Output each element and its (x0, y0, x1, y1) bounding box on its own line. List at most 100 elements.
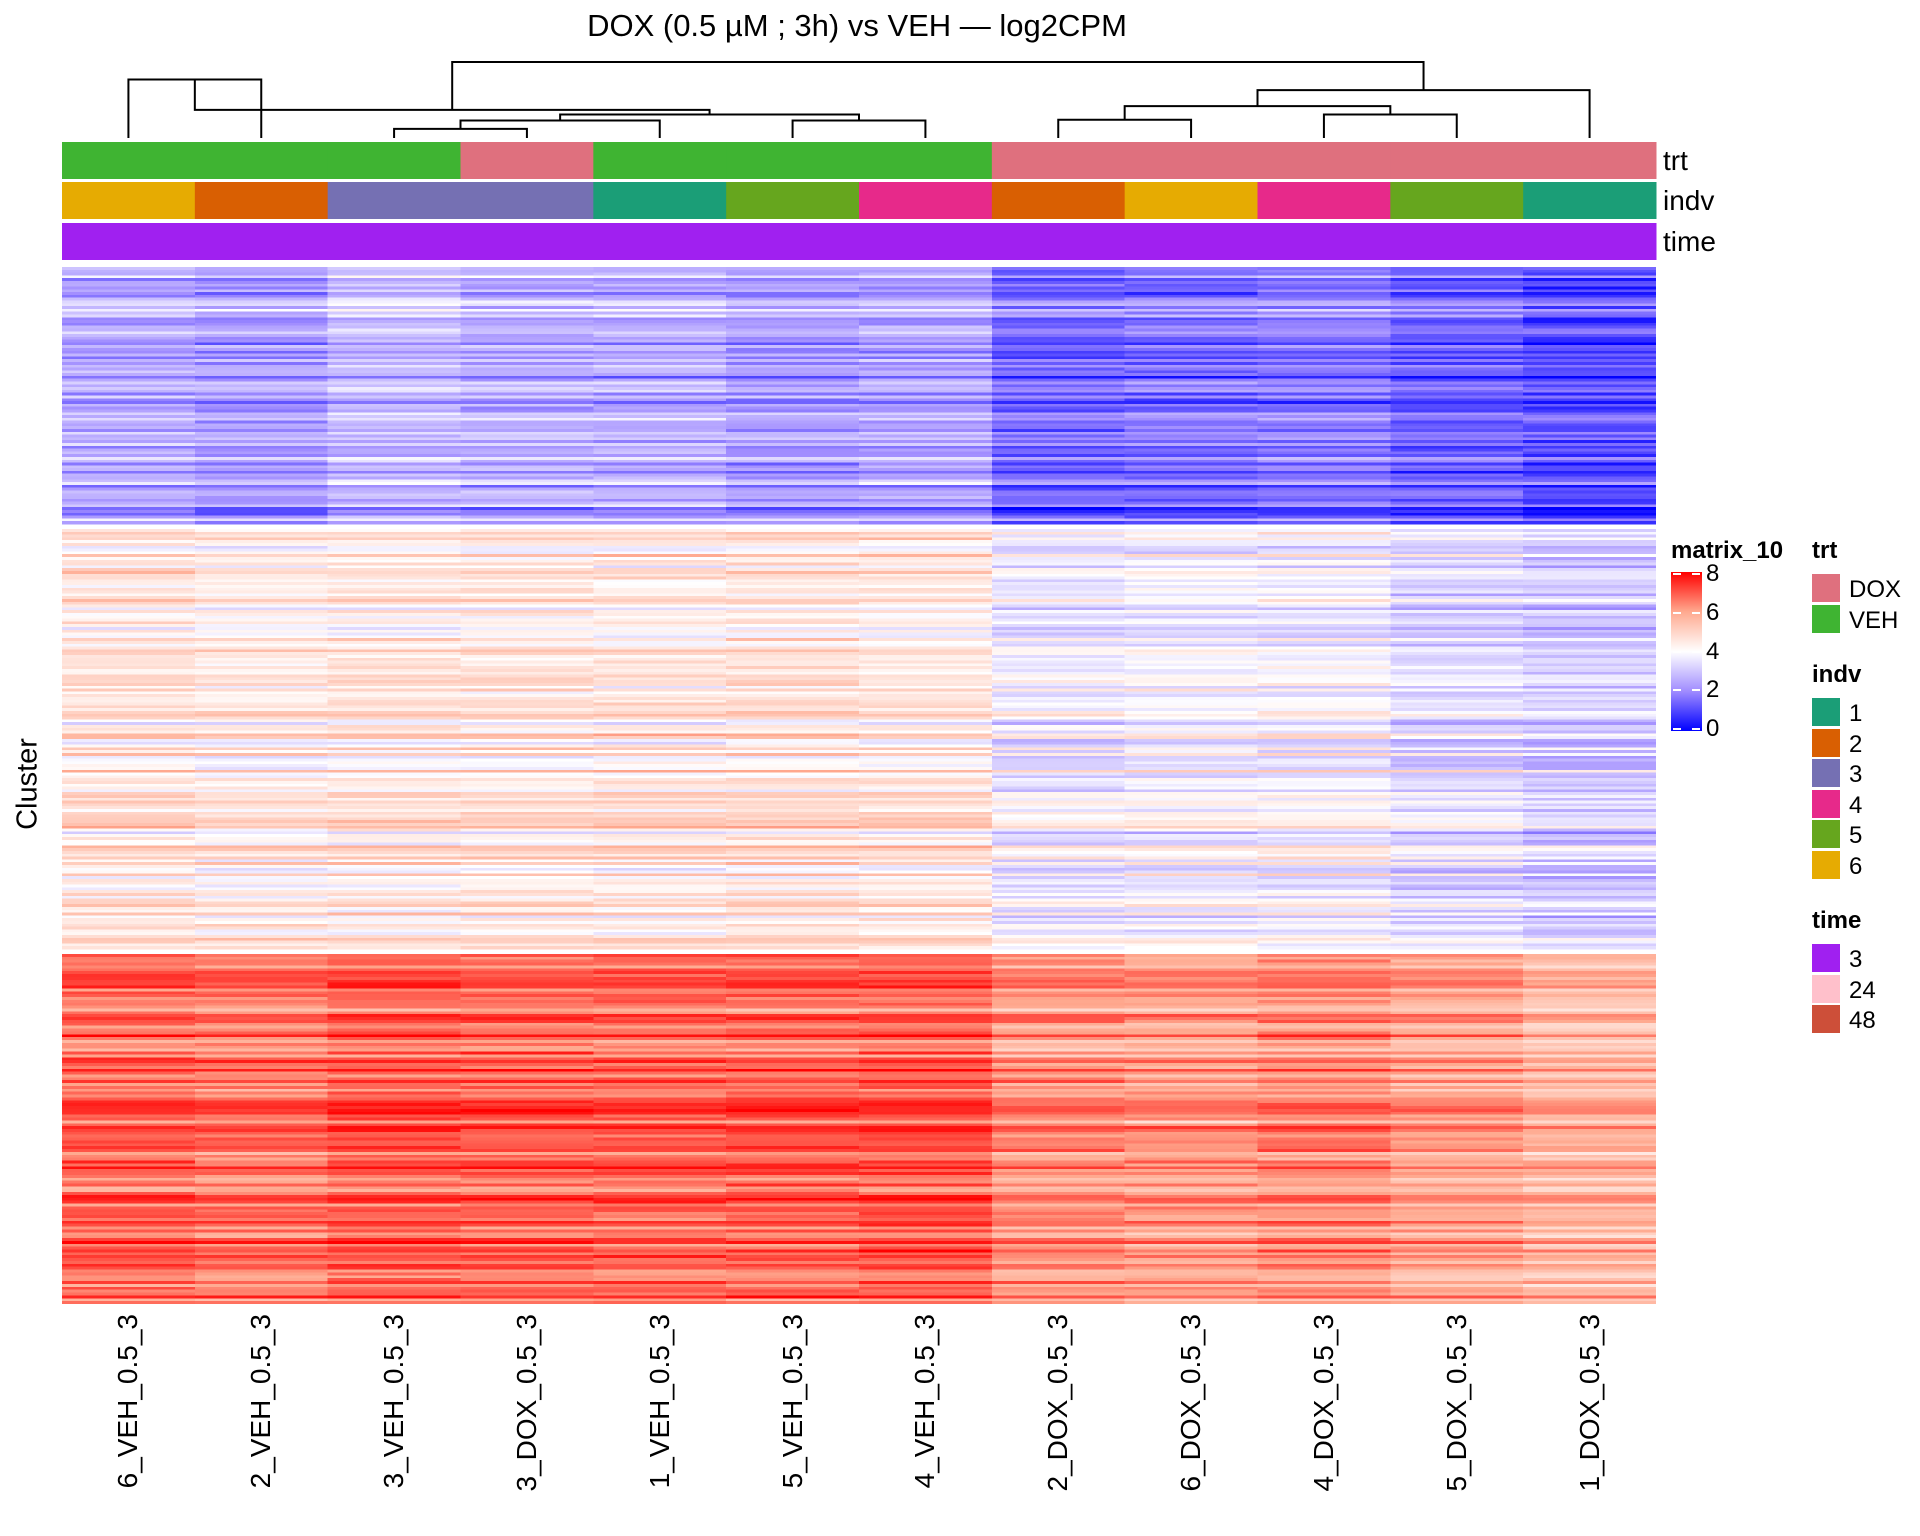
heatmap-cell (1124, 1252, 1258, 1256)
heatmap-cell (593, 1238, 727, 1242)
heatmap-cell (593, 946, 727, 950)
heatmap-cell (1124, 954, 1258, 958)
heatmap-cell (1390, 767, 1524, 771)
heatmap-cell (1124, 1243, 1258, 1248)
heatmap-cell (1124, 783, 1258, 787)
heatmap-cell (1124, 484, 1258, 489)
heatmap-cell (194, 367, 329, 371)
heatmap-cell (62, 865, 196, 869)
heatmap-cell (726, 1129, 860, 1133)
heatmap-cell (1390, 582, 1524, 586)
heatmap-cell (593, 691, 727, 695)
heatmap-cell (593, 1083, 727, 1087)
heatmap-cell (460, 1272, 594, 1276)
heatmap-cell (460, 573, 594, 577)
heatmap-cell (460, 800, 594, 804)
heatmap-cell (194, 800, 329, 804)
heatmap-cell (726, 711, 860, 715)
heatmap-cell (327, 613, 461, 617)
heatmap-cell (460, 764, 594, 768)
heatmap-cell (1523, 918, 1656, 922)
heatmap-cell (62, 389, 196, 394)
heatmap-cell (859, 342, 993, 346)
heatmap-cell (1390, 750, 1524, 754)
heatmap-cell (194, 269, 329, 273)
heatmap-cell (1257, 1002, 1391, 1007)
heatmap-cell (1124, 1160, 1258, 1164)
heatmap-cell (1124, 956, 1258, 961)
heatmap-cell (1523, 1266, 1656, 1270)
heatmap-cell (460, 666, 594, 670)
heatmap-cell (1390, 699, 1524, 703)
heatmap-cell (726, 1226, 860, 1230)
heatmap-cell (460, 834, 594, 838)
heatmap-cell (991, 367, 1126, 371)
heatmap-cell (593, 548, 727, 552)
heatmap-cell (327, 604, 461, 608)
heatmap-cell (1257, 660, 1391, 664)
heatmap-cell (460, 356, 594, 360)
heatmap-cell (859, 423, 993, 427)
heatmap-cell (1390, 842, 1524, 846)
heatmap-cell (1523, 845, 1656, 849)
heatmap-cell (1257, 487, 1391, 491)
heatmap-cell (62, 674, 196, 678)
heatmap-cell (62, 314, 196, 318)
heatmap-cell (1124, 1301, 1258, 1304)
heatmap-cell (1390, 1134, 1524, 1139)
heatmap-cell (327, 817, 461, 821)
heatmap-cell (1523, 1143, 1656, 1147)
heatmap-cell (1124, 300, 1258, 304)
heatmap-cell (991, 429, 1126, 433)
heatmap-cell (1390, 579, 1524, 583)
heatmap-cell (194, 929, 329, 933)
heatmap-cell (327, 1111, 461, 1116)
heatmap-cell (327, 803, 461, 807)
heatmap-cell (327, 811, 461, 815)
heatmap-cell (460, 1019, 594, 1024)
heatmap-cell (62, 912, 196, 916)
heatmap-cell (194, 1189, 329, 1193)
heatmap-cell (194, 409, 329, 413)
heatmap-cell (327, 1094, 461, 1098)
heatmap-cell (991, 498, 1126, 503)
heatmap-cell (1124, 557, 1258, 561)
heatmap-cell (1523, 976, 1656, 981)
heatmap-cell (859, 1283, 993, 1288)
heatmap-cell (1124, 1194, 1258, 1199)
heatmap-cell (194, 1226, 329, 1230)
heatmap-cell (194, 688, 329, 692)
heatmap-cell (1257, 694, 1391, 698)
heatmap-cell (593, 912, 727, 916)
heatmap-cell (593, 1301, 727, 1304)
heatmap-cell (327, 828, 461, 832)
heatmap-cell (859, 585, 993, 589)
heatmap-cell (1124, 537, 1258, 541)
heatmap-cell (1124, 1008, 1258, 1012)
heatmap-cell (726, 409, 860, 413)
heatmap-cell (1523, 1160, 1656, 1164)
heatmap-cell (460, 744, 594, 748)
heatmap-cell (460, 792, 594, 796)
heatmap-cell (62, 590, 196, 594)
heatmap-cell (1523, 727, 1656, 731)
heatmap-cell (1257, 632, 1391, 636)
heatmap-cell (991, 320, 1126, 324)
heatmap-cell (593, 893, 727, 897)
heatmap-cell (194, 954, 329, 958)
heatmap-cell (460, 1051, 594, 1055)
heatmap-cell (859, 559, 993, 563)
heatmap-cell (460, 683, 594, 687)
heatmap-cell (593, 518, 727, 522)
heatmap-cell (593, 1040, 727, 1044)
heatmap-cell (726, 1232, 860, 1236)
heatmap-cell (1124, 926, 1258, 930)
heatmap-cell (593, 865, 727, 869)
heatmap-cell (991, 845, 1126, 849)
heatmap-cell (859, 965, 993, 969)
heatmap-cell (991, 554, 1126, 558)
heatmap-cell (1124, 632, 1258, 636)
heatmap-cell (194, 1008, 329, 1012)
heatmap-cell (726, 786, 860, 790)
heatmap-cell (991, 915, 1126, 919)
